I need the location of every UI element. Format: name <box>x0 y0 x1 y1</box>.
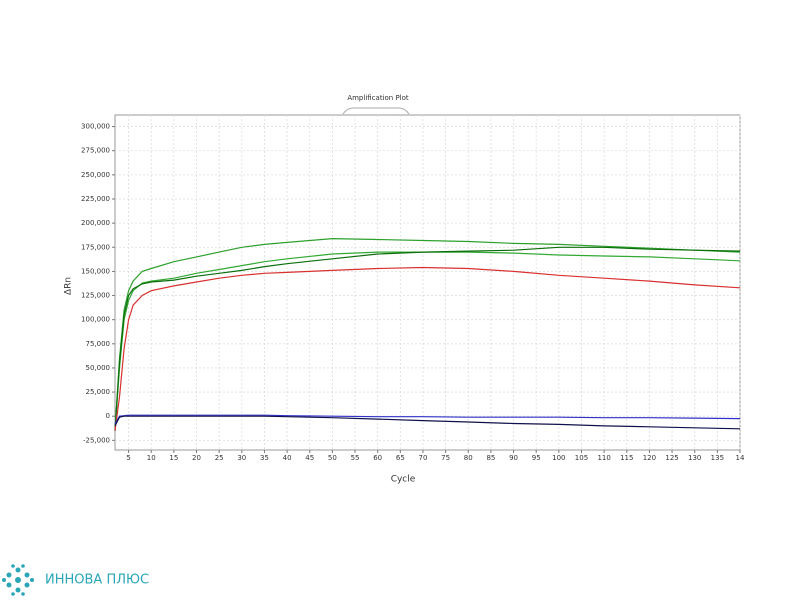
y-tick-label: 125,000 <box>81 292 110 300</box>
x-tick-label: 30 <box>237 454 246 462</box>
y-tick-label: 50,000 <box>86 364 111 372</box>
title-tab <box>342 107 410 115</box>
logo-text: ИННОВА ПЛЮС <box>45 573 149 588</box>
series-line <box>114 415 741 430</box>
y-tick-label: 150,000 <box>81 267 110 275</box>
x-tick-label: 100 <box>552 454 565 462</box>
x-tick-label: 10 <box>147 454 156 462</box>
x-tick-label: 120 <box>643 454 656 462</box>
x-tick-label: 105 <box>575 454 588 462</box>
x-axis-label: Cycle <box>391 475 416 485</box>
y-tick-label: -25,000 <box>83 436 110 444</box>
x-tick-label: 80 <box>464 454 473 462</box>
logo-icon <box>2 564 34 596</box>
series-line <box>114 246 741 431</box>
y-tick-label: 0 <box>106 412 110 420</box>
y-axis-label: ΔRn <box>64 277 74 295</box>
y-tick-label: 250,000 <box>81 171 110 179</box>
plot-frame <box>114 114 741 451</box>
series-line <box>114 266 741 431</box>
x-tick-label: 70 <box>419 454 428 462</box>
x-tick-label: 14 <box>736 454 745 462</box>
x-tick-label: 75 <box>441 454 450 462</box>
y-tick-label: 200,000 <box>81 219 110 227</box>
x-tick-label: 45 <box>305 454 314 462</box>
x-tick-label: 60 <box>373 454 382 462</box>
x-tick-label: 65 <box>396 454 405 462</box>
y-tick-label: 175,000 <box>81 243 110 251</box>
x-tick-label: 5 <box>126 454 130 462</box>
chart-title: Amplification Plot <box>347 94 409 102</box>
x-tick-label: 20 <box>192 454 201 462</box>
x-tick-label: 50 <box>328 454 337 462</box>
y-tick-label: 100,000 <box>81 316 110 324</box>
x-tick-label: 35 <box>260 454 269 462</box>
x-tick-label: 95 <box>532 454 541 462</box>
x-tick-label: 15 <box>169 454 178 462</box>
x-tick-label: 85 <box>486 454 495 462</box>
x-tick-label: 55 <box>351 454 360 462</box>
x-tick-label: 135 <box>711 454 724 462</box>
x-tick-label: 130 <box>688 454 701 462</box>
x-tick-label: 110 <box>597 454 610 462</box>
x-tick-label: 90 <box>509 454 518 462</box>
x-tick-label: 125 <box>665 454 678 462</box>
series-line <box>114 237 741 431</box>
logo: ИННОВА ПЛЮС <box>2 564 149 596</box>
series-line <box>114 414 741 425</box>
series-line <box>114 251 741 431</box>
x-tick-label: 115 <box>620 454 633 462</box>
y-tick-label: 300,000 <box>81 123 110 131</box>
x-tick-label: 25 <box>215 454 224 462</box>
y-tick-label: 25,000 <box>86 388 111 396</box>
y-tick-label: 275,000 <box>81 147 110 155</box>
y-tick-label: 75,000 <box>86 340 111 348</box>
x-tick-label: 40 <box>283 454 292 462</box>
y-tick-label: 225,000 <box>81 195 110 203</box>
